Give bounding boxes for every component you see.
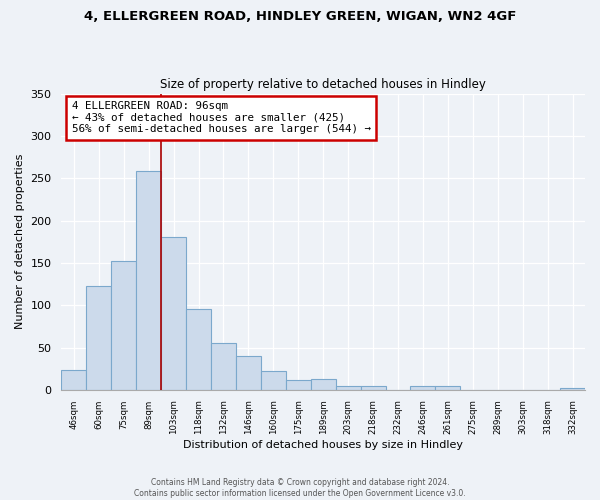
Bar	[261, 371, 286, 390]
Bar	[186, 310, 211, 390]
Bar	[61, 370, 86, 390]
Bar	[211, 344, 236, 390]
Bar	[161, 236, 186, 390]
Bar	[111, 261, 136, 390]
Bar	[361, 386, 386, 390]
Bar	[286, 380, 311, 390]
Title: Size of property relative to detached houses in Hindley: Size of property relative to detached ho…	[160, 78, 486, 91]
Bar	[86, 286, 111, 390]
Bar	[311, 379, 335, 390]
X-axis label: Distribution of detached houses by size in Hindley: Distribution of detached houses by size …	[183, 440, 463, 450]
Bar	[436, 386, 460, 390]
Text: 4 ELLERGREEN ROAD: 96sqm
← 43% of detached houses are smaller (425)
56% of semi-: 4 ELLERGREEN ROAD: 96sqm ← 43% of detach…	[72, 101, 371, 134]
Bar	[410, 386, 436, 390]
Y-axis label: Number of detached properties: Number of detached properties	[15, 154, 25, 330]
Text: Contains HM Land Registry data © Crown copyright and database right 2024.
Contai: Contains HM Land Registry data © Crown c…	[134, 478, 466, 498]
Bar	[236, 356, 261, 390]
Bar	[136, 172, 161, 390]
Text: 4, ELLERGREEN ROAD, HINDLEY GREEN, WIGAN, WN2 4GF: 4, ELLERGREEN ROAD, HINDLEY GREEN, WIGAN…	[84, 10, 516, 23]
Bar	[335, 386, 361, 390]
Bar	[560, 388, 585, 390]
